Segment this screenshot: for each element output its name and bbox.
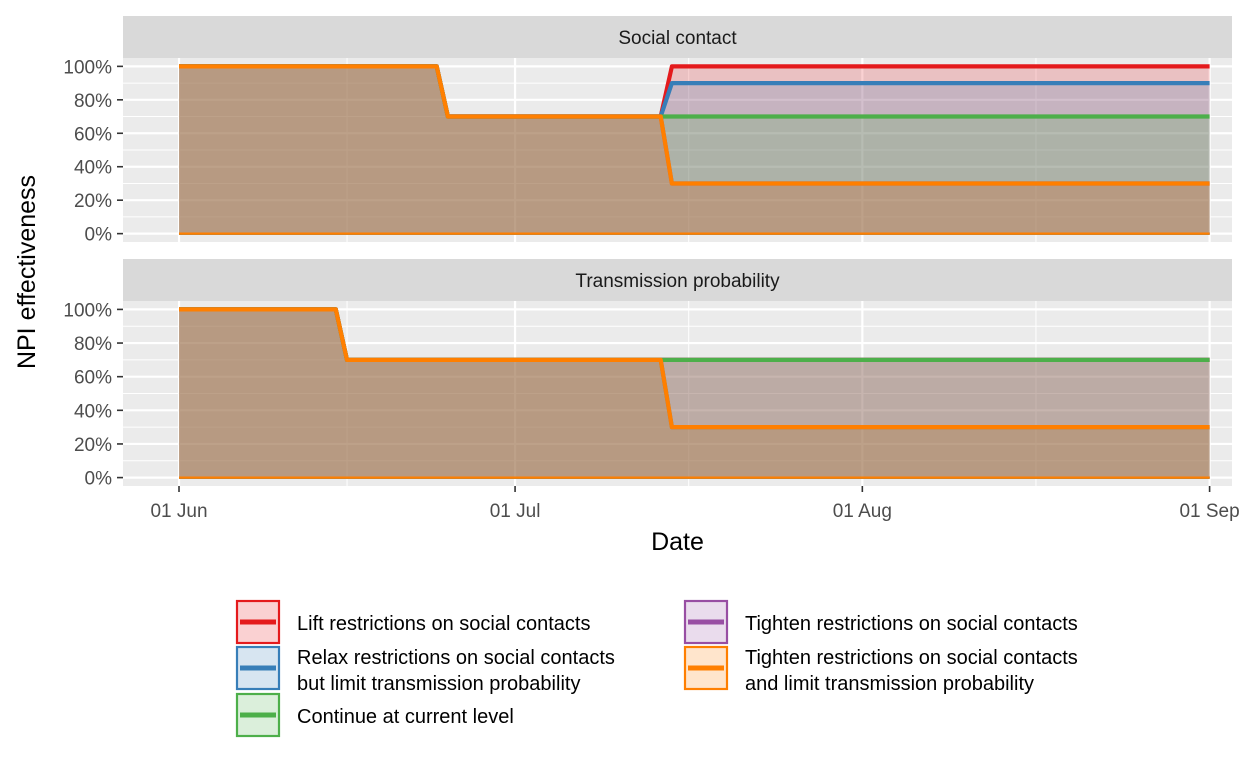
y-tick-label: 0% <box>85 469 113 490</box>
y-tick-label: 80% <box>74 91 112 112</box>
series-group <box>179 307 1210 479</box>
series-group <box>179 64 1210 235</box>
legend-label: Lift restrictions on social contacts <box>297 613 590 635</box>
area-continue <box>179 309 1210 478</box>
legend-label: Tighten restrictions on social contacts <box>745 613 1078 635</box>
y-tick-label: 20% <box>74 435 112 456</box>
y-tick-label: 100% <box>63 57 112 78</box>
legend-label: Relax restrictions on social contacts <box>297 647 615 669</box>
x-axis-title: Date <box>651 528 704 556</box>
y-tick-label: 60% <box>74 368 112 389</box>
y-tick-label: 100% <box>63 300 112 321</box>
facet-strip <box>123 16 1232 58</box>
panel-transmission-probability: Transmission probability <box>123 259 1232 486</box>
area-relax <box>179 309 1210 478</box>
y-tick-label: 0% <box>85 225 113 246</box>
legend-label: Tighten restrictions on social contacts <box>745 647 1078 669</box>
y-tick-label: 80% <box>74 334 112 355</box>
facet-strip-title: Social contact <box>618 28 737 49</box>
y-tick-label: 20% <box>74 191 112 212</box>
area-tighten <box>179 66 1210 234</box>
legend-label: but limit transmission probability <box>297 673 580 695</box>
area-lift <box>179 309 1210 478</box>
facet-strip <box>123 259 1232 301</box>
facet-strip-title: Transmission probability <box>575 271 780 292</box>
area-relax <box>179 66 1210 234</box>
area-tighten_limit <box>179 66 1210 234</box>
area-tighten_limit <box>179 309 1210 478</box>
legend-item-tighten_limit: Tighten restrictions on social contacts a… <box>683 645 1078 695</box>
y-tick-label: 40% <box>74 401 112 422</box>
area-lift <box>179 66 1210 234</box>
x-tick-label: 01 Jun <box>150 501 207 522</box>
axes: 0% 20% 40% 60% 80% 100% 0% 20% 40% 60% 80% 100% 01 J… <box>13 57 1240 556</box>
legend-item-tighten: Tighten restrictions on social contacts <box>683 599 1078 645</box>
legend-label: and limit transmission probability <box>745 673 1034 695</box>
area-continue <box>179 66 1210 234</box>
panel-social-contact: Social contact <box>123 16 1232 242</box>
x-tick-label: 01 Sep <box>1179 501 1239 522</box>
legend-label: Continue at current level <box>297 706 514 728</box>
area-tighten <box>179 309 1210 478</box>
y-axis-title: NPI effectiveness <box>13 175 41 369</box>
facet-panels: Social contact Transmission probability <box>123 16 1232 486</box>
x-tick-label: 01 Jul <box>490 501 541 522</box>
legend-item-lift: Lift restrictions on social contacts <box>235 599 590 645</box>
legend: Lift restrictions on social contacts Tigh… <box>235 599 1078 738</box>
legend-item-continue: Continue at current level <box>235 692 514 738</box>
x-tick-label: 01 Aug <box>833 501 892 522</box>
legend-item-relax: Relax restrictions on social contacts but… <box>235 645 615 695</box>
line-tighten_limit <box>179 307 1210 430</box>
y-tick-label: 60% <box>74 124 112 145</box>
y-tick-label: 40% <box>74 158 112 179</box>
line-tighten_limit <box>179 64 1210 186</box>
